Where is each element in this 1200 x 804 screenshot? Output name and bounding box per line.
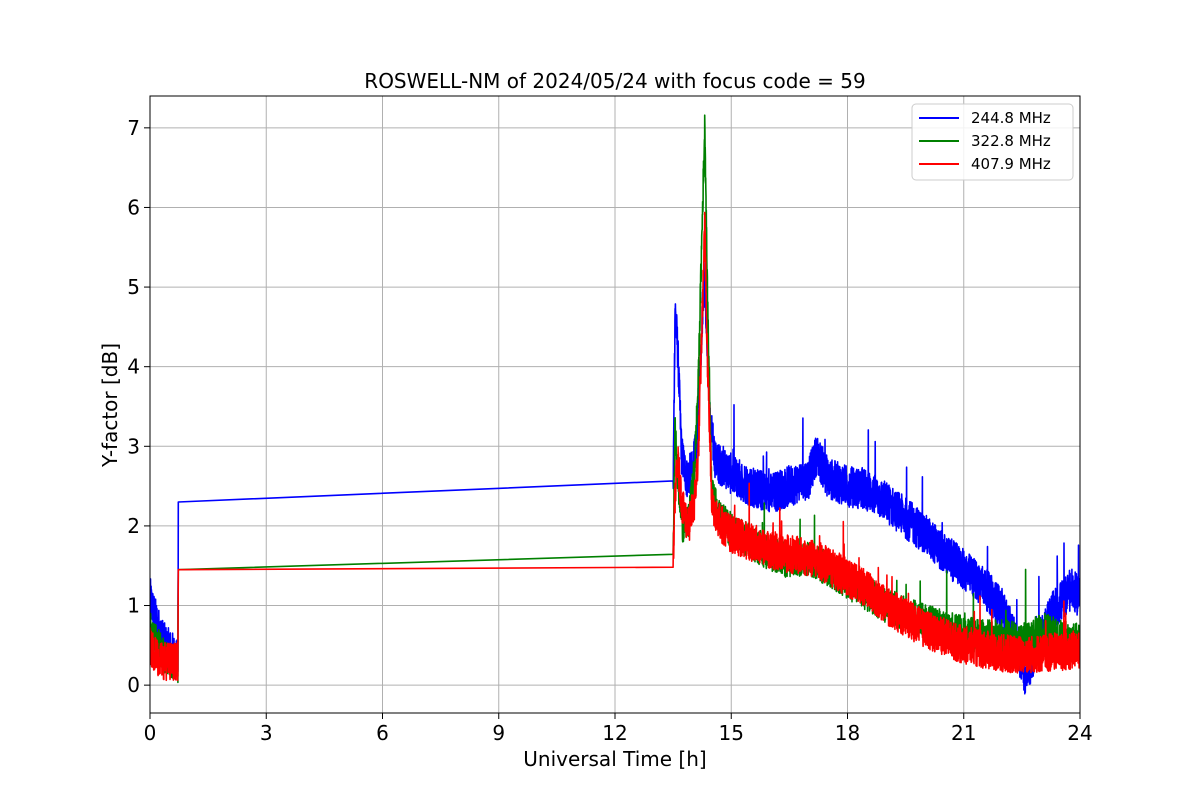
x-tick-label: 15 <box>719 721 744 745</box>
y-tick-label: 7 <box>127 116 140 140</box>
y-tick-label: 3 <box>127 434 140 458</box>
y-tick-label: 2 <box>127 514 140 538</box>
x-tick-label: 21 <box>951 721 976 745</box>
series-layer <box>150 114 1080 695</box>
x-axis: 0 3 6 9 12 15 18 21 24 <box>144 713 1093 745</box>
y-axis-label: Y-factor [dB] <box>98 343 122 468</box>
x-axis-label: Universal Time [h] <box>523 747 706 771</box>
series-line-3 <box>150 211 1080 682</box>
x-tick-label: 6 <box>376 721 389 745</box>
legend-box <box>911 103 1074 181</box>
y-axis: 0 1 2 3 4 5 6 7 <box>127 116 150 697</box>
legend-label: 407.9 MHz <box>971 155 1051 173</box>
y-tick-label: 1 <box>127 594 140 618</box>
x-tick-label: 0 <box>144 721 157 745</box>
legend-label: 244.8 MHz <box>971 109 1051 127</box>
y-tick-label: 0 <box>127 673 140 697</box>
x-tick-label: 9 <box>492 721 505 745</box>
legend-label: 322.8 MHz <box>971 132 1051 150</box>
y-tick-label: 4 <box>127 355 140 379</box>
x-tick-label: 12 <box>602 721 627 745</box>
x-tick-label: 24 <box>1067 721 1092 745</box>
y-tick-label: 6 <box>127 195 140 219</box>
legend: 244.8 MHz 322.8 MHz 407.9 MHz <box>911 103 1074 181</box>
x-tick-label: 3 <box>260 721 273 745</box>
grid-lines <box>149 96 1081 713</box>
y-tick-label: 5 <box>127 275 140 299</box>
x-tick-label: 18 <box>835 721 860 745</box>
chart-title: ROSWELL-NM of 2024/05/24 with focus code… <box>364 69 865 93</box>
